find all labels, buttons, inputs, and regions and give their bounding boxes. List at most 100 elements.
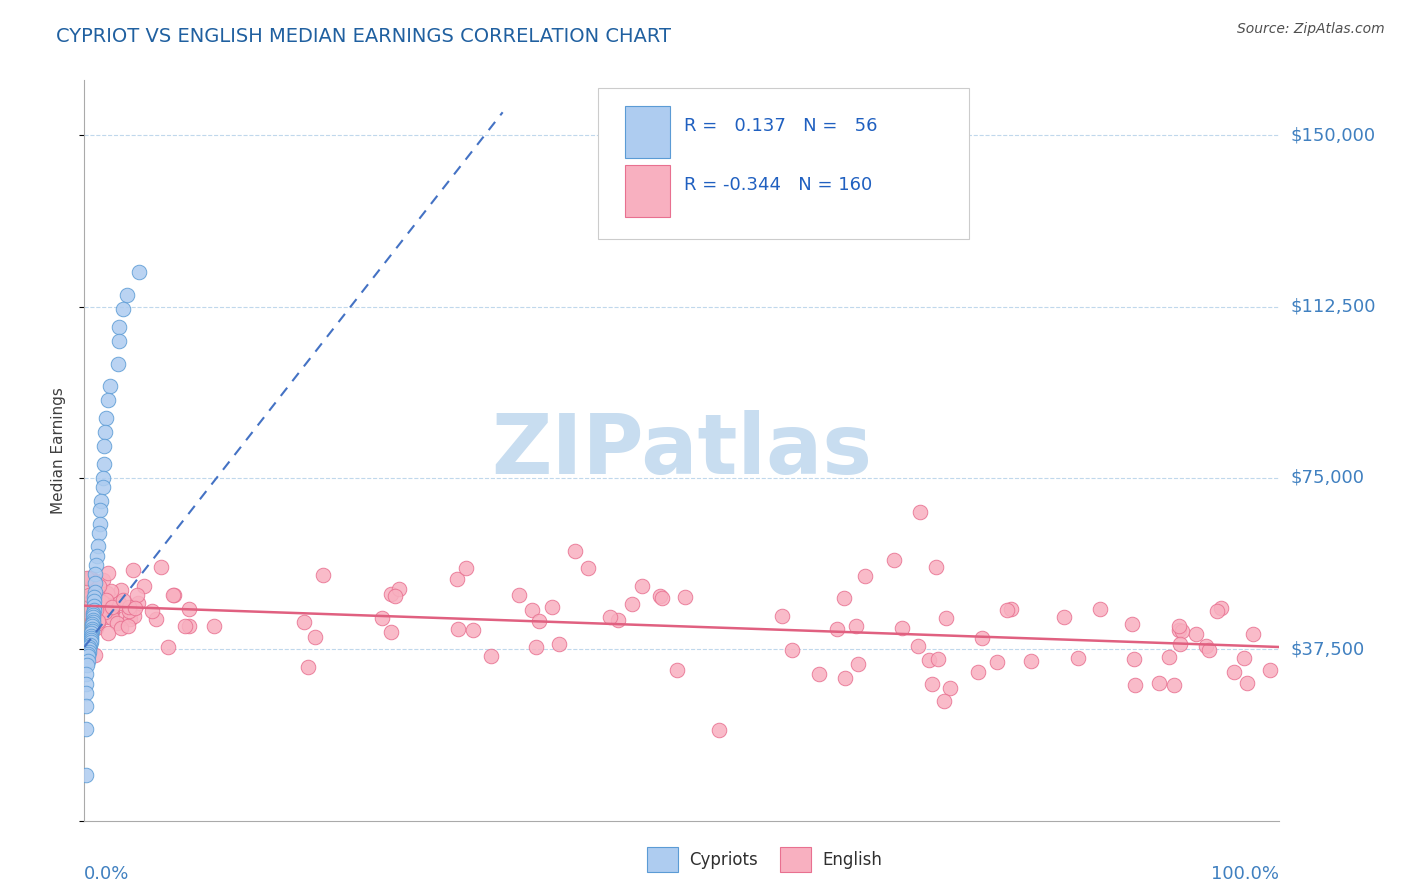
Point xyxy=(162,588,184,602)
FancyBboxPatch shape xyxy=(624,165,671,218)
Point xyxy=(87,525,110,540)
Point xyxy=(1258,663,1281,677)
Point xyxy=(834,671,856,685)
Point xyxy=(832,591,855,605)
Point xyxy=(105,615,128,630)
Point xyxy=(997,603,1019,617)
Point xyxy=(1198,643,1220,657)
Point xyxy=(117,619,139,633)
Point xyxy=(100,584,122,599)
Point xyxy=(83,586,105,600)
Point xyxy=(1125,678,1147,692)
Point xyxy=(83,599,105,613)
Point xyxy=(77,599,100,613)
Point xyxy=(149,559,172,574)
Point xyxy=(76,597,98,611)
Point xyxy=(79,599,101,614)
Point xyxy=(96,593,118,607)
Point xyxy=(112,593,135,607)
Point xyxy=(1233,651,1256,665)
Point xyxy=(75,768,97,782)
Point xyxy=(77,640,100,654)
Point xyxy=(107,596,129,610)
Point xyxy=(84,585,107,599)
Point xyxy=(101,599,124,614)
Point xyxy=(121,562,143,576)
Point xyxy=(454,561,477,575)
Text: CYPRIOT VS ENGLISH MEDIAN EARNINGS CORRELATION CHART: CYPRIOT VS ENGLISH MEDIAN EARNINGS CORRE… xyxy=(56,27,671,45)
Point xyxy=(89,503,111,517)
Point xyxy=(77,635,100,649)
Point xyxy=(304,630,326,644)
Point xyxy=(90,493,112,508)
Point xyxy=(86,540,108,554)
Point xyxy=(630,579,652,593)
Text: $112,500: $112,500 xyxy=(1291,298,1376,316)
Point xyxy=(1241,627,1264,641)
Point xyxy=(83,603,105,617)
Point xyxy=(576,560,599,574)
Point xyxy=(853,569,876,583)
Point xyxy=(82,610,104,624)
Point xyxy=(91,573,114,587)
Point xyxy=(120,612,142,626)
Point xyxy=(76,649,98,664)
Point xyxy=(1090,601,1112,615)
Point xyxy=(917,653,939,667)
Point xyxy=(107,334,129,348)
Point xyxy=(846,657,869,671)
Point xyxy=(124,601,146,615)
Point xyxy=(86,616,108,631)
Point xyxy=(93,457,115,471)
Point xyxy=(883,553,905,567)
Point xyxy=(118,604,141,618)
Point xyxy=(526,640,548,655)
Point xyxy=(76,584,98,599)
Point xyxy=(80,631,103,645)
Point xyxy=(79,571,101,585)
Point xyxy=(380,587,402,601)
Point xyxy=(1168,637,1191,651)
Point xyxy=(564,544,586,558)
Point xyxy=(508,588,530,602)
Point xyxy=(75,667,97,681)
Point xyxy=(90,595,112,609)
Point xyxy=(117,288,139,302)
Text: $75,000: $75,000 xyxy=(1291,469,1365,487)
Point xyxy=(80,626,103,640)
Point xyxy=(76,599,98,614)
Point xyxy=(76,624,98,639)
Point xyxy=(297,659,319,673)
Point xyxy=(79,635,101,649)
Point xyxy=(83,594,105,608)
Point xyxy=(101,610,124,624)
Point xyxy=(110,621,132,635)
Point xyxy=(75,723,97,737)
Point xyxy=(908,505,931,519)
Point xyxy=(807,667,830,681)
Point xyxy=(380,624,402,639)
Point xyxy=(108,320,131,334)
Point xyxy=(825,622,848,636)
Point xyxy=(845,619,868,633)
Point xyxy=(1000,601,1022,615)
Point xyxy=(1121,617,1143,632)
Point xyxy=(620,597,643,611)
Point xyxy=(86,549,108,563)
Point xyxy=(82,613,104,627)
Point xyxy=(77,647,100,661)
Point xyxy=(127,596,149,610)
Point xyxy=(87,593,110,607)
Point xyxy=(76,627,98,641)
Point xyxy=(100,604,122,618)
Point xyxy=(75,686,97,700)
Point xyxy=(90,599,112,613)
Point xyxy=(927,652,949,666)
Point xyxy=(1149,675,1171,690)
Point xyxy=(607,613,630,627)
Point xyxy=(82,615,104,629)
Point xyxy=(80,622,103,636)
Point xyxy=(97,393,120,408)
Point xyxy=(101,602,124,616)
Point xyxy=(84,607,107,621)
